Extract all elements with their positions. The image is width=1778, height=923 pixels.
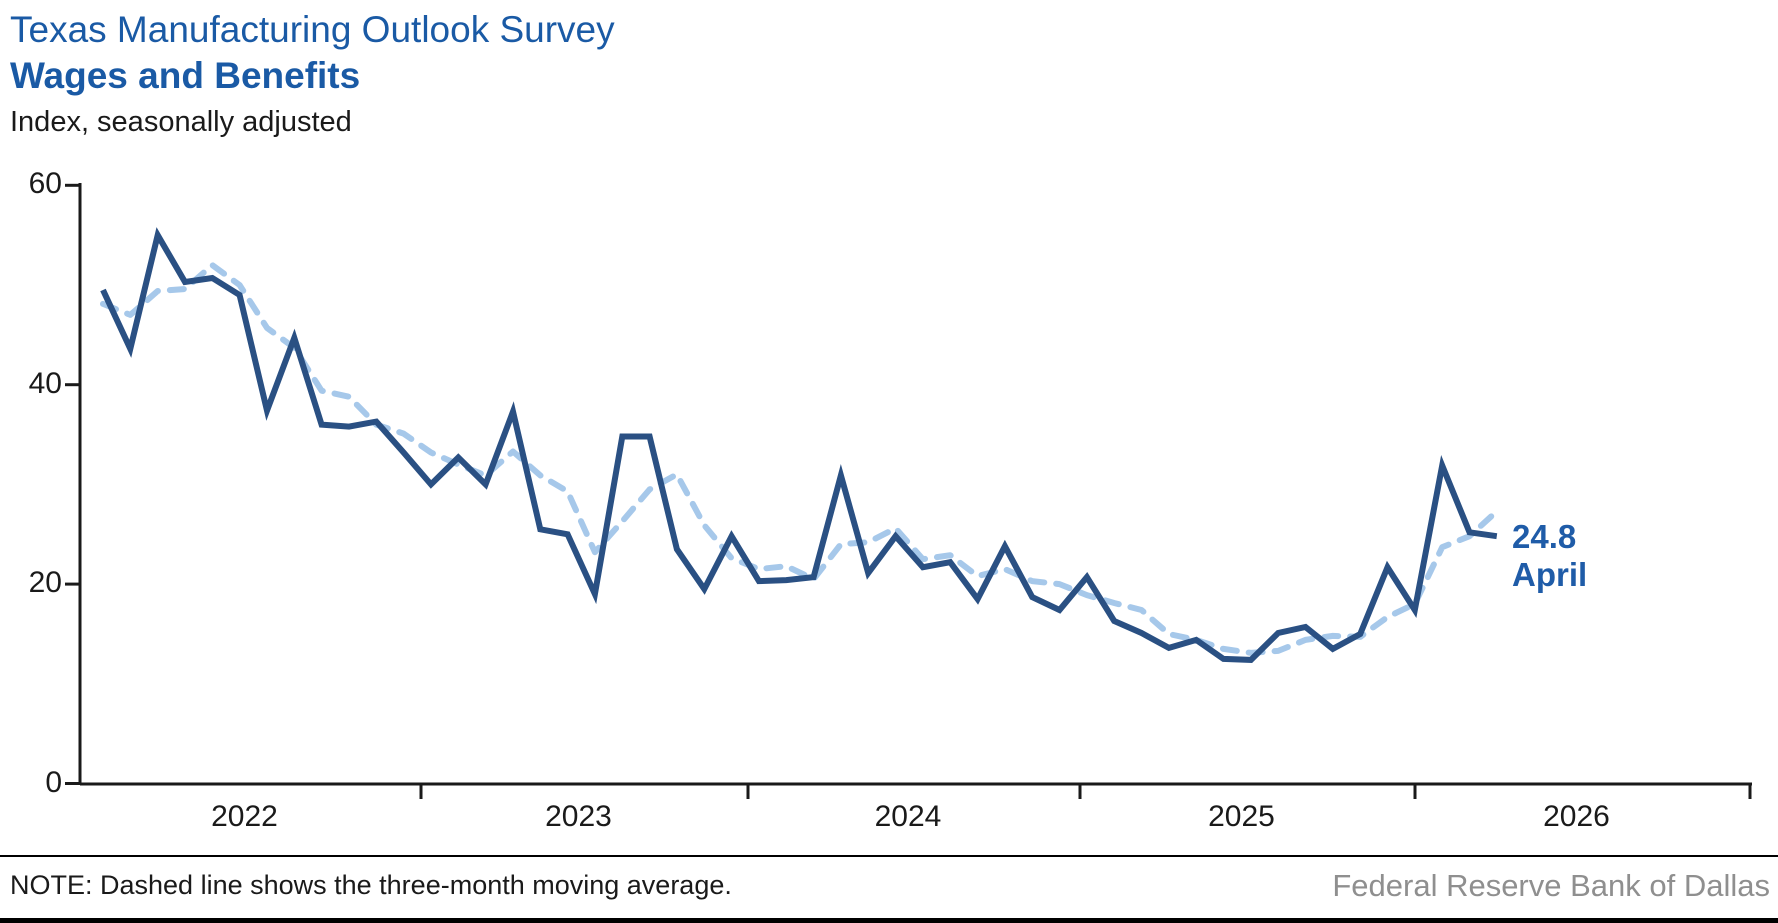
y-tick-label: 20 <box>28 566 62 600</box>
y-axis-unit-note: Index, seasonally adjusted <box>10 106 352 138</box>
page-title: Texas Manufacturing Outlook Survey <box>10 9 615 50</box>
index-solid-line <box>100 227 1498 663</box>
last-value-annotation: 24.8 April <box>1512 518 1587 594</box>
footer-divider <box>0 855 1778 857</box>
source-attribution: Federal Reserve Bank of Dallas <box>1332 868 1770 903</box>
last-value: 24.8 <box>1512 518 1577 555</box>
last-value-month: April <box>1512 556 1588 593</box>
y-tick-label: 40 <box>28 366 62 400</box>
y-tick-label: 60 <box>28 167 62 201</box>
x-tick-label: 2026 <box>1543 800 1610 833</box>
x-tick-label: 2022 <box>211 800 278 833</box>
page-subtitle: Wages and Benefits <box>10 55 361 96</box>
bottom-border <box>0 918 1778 923</box>
footnote: NOTE: Dashed line shows the three-month … <box>10 870 732 900</box>
x-tick-label: 2024 <box>874 800 942 833</box>
x-tick-label: 2025 <box>1208 800 1275 833</box>
x-tick-label: 2023 <box>545 800 612 833</box>
y-tick-label: 0 <box>45 765 62 799</box>
moving-average-dashed-line <box>100 262 1500 656</box>
